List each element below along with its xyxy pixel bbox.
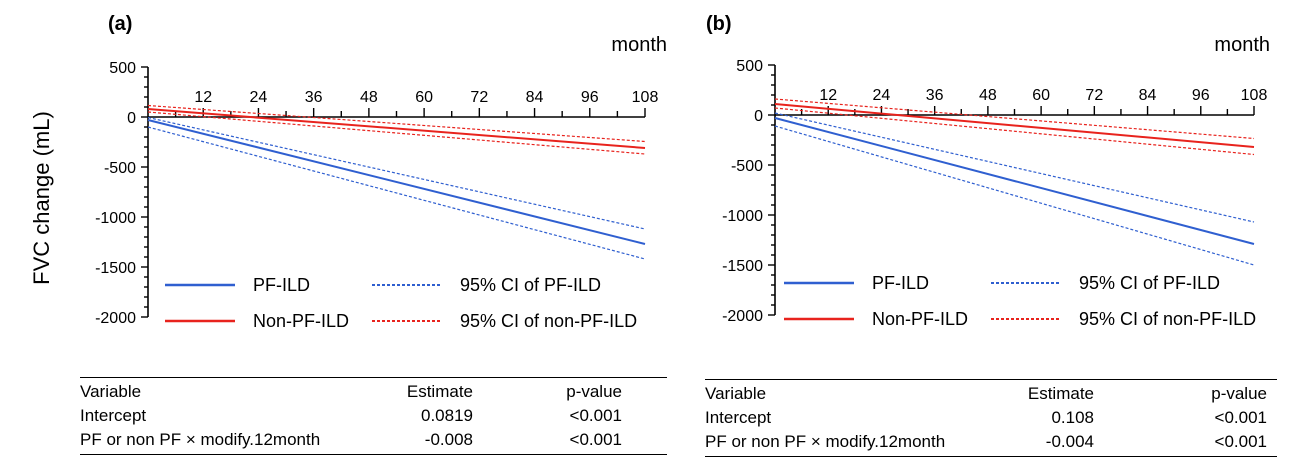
- x-tick-label: 12: [819, 87, 837, 104]
- x-tick-label: 24: [250, 89, 268, 106]
- y-tick-label: -1000: [95, 210, 136, 227]
- x-tick-label: 48: [979, 87, 997, 104]
- x-axis-title: month: [611, 34, 667, 56]
- table-header-row: Variable Estimate p-value: [705, 384, 1277, 408]
- table-top-rule: [705, 379, 1277, 380]
- table-cell: <0.001: [569, 430, 622, 449]
- legend-label-pf: PF-ILD: [253, 275, 310, 295]
- x-tick-label: 48: [360, 89, 378, 106]
- legend-label-nonpf: Non-PF-ILD: [253, 311, 349, 331]
- table-bottom-rule: [705, 456, 1277, 457]
- table-header-cell: p-value: [566, 382, 622, 401]
- panel-label: (b): [706, 13, 732, 35]
- x-tick-label: 72: [470, 89, 488, 106]
- table-cell: PF or non PF × modify.12month: [80, 430, 321, 449]
- x-tick-label: 12: [194, 89, 212, 106]
- y-tick-label: 500: [109, 60, 136, 77]
- x-tick-label: 36: [305, 89, 323, 106]
- y-tick-label: -1500: [95, 260, 136, 277]
- table-header-row: Variable Estimate p-value: [80, 382, 667, 406]
- table-cell: -0.008: [424, 430, 473, 449]
- x-axis-title: month: [1214, 34, 1270, 56]
- x-tick-label: 96: [1192, 87, 1210, 104]
- legend-label-nonpf: Non-PF-ILD: [872, 309, 968, 329]
- legend-label-pf: PF-ILD: [872, 273, 929, 293]
- x-tick-label: 60: [415, 89, 433, 106]
- non-pf-ci-upper-line: [774, 98, 1255, 140]
- y-tick-label: 500: [736, 58, 763, 75]
- pf-ci-upper-line: [774, 112, 1255, 223]
- y-tick-label: -2000: [95, 310, 136, 327]
- y-tick-label: 0: [127, 110, 136, 127]
- table-cell: 0.0819: [421, 406, 473, 425]
- regression-table-a: Variable Estimate p-value Intercept 0.0819 <0…: [80, 377, 667, 455]
- pf-ci-lower-line: [774, 125, 1255, 266]
- y-tick-label: -500: [731, 158, 763, 175]
- table-bottom-rule: [80, 454, 667, 455]
- non-pf-ci-lower-line: [774, 107, 1255, 156]
- y-tick-label: -2000: [722, 308, 763, 325]
- x-tick-label: 84: [1139, 87, 1157, 104]
- table-cell: <0.001: [1214, 408, 1267, 427]
- table-cell: Intercept: [705, 408, 772, 427]
- table-cell: Intercept: [80, 406, 147, 425]
- table-header-cell: Estimate: [1027, 384, 1094, 403]
- table-header-cell: Variable: [80, 382, 142, 401]
- table-row: Intercept 0.0819 <0.001: [80, 406, 667, 430]
- non-pf-line: [147, 108, 646, 149]
- non-pf-line: [774, 103, 1255, 148]
- table-cell: <0.001: [569, 406, 622, 425]
- x-tick-label: 24: [873, 87, 891, 104]
- table-cell: 0.108: [1051, 408, 1094, 427]
- pf-line: [147, 119, 646, 245]
- x-tick-label: 72: [1085, 87, 1103, 104]
- table-row: PF or non PF × modify.12month -0.004 <0.00…: [705, 432, 1277, 456]
- y-tick-label: -1500: [722, 258, 763, 275]
- table-top-rule: [80, 377, 667, 378]
- legend-label-nonpf-ci: 95% CI of non-PF-ILD: [1079, 309, 1256, 329]
- table-row: Intercept 0.108 <0.001: [705, 408, 1277, 432]
- table-header-cell: Estimate: [406, 382, 473, 401]
- legend-label-pf-ci: 95% CI of PF-ILD: [460, 275, 601, 295]
- table-cell: PF or non PF × modify.12month: [705, 432, 946, 451]
- legend-label-nonpf-ci: 95% CI of non-PF-ILD: [460, 311, 637, 331]
- non-pf-ci-lower-line: [147, 111, 646, 155]
- table-header-cell: Variable: [705, 384, 767, 403]
- x-tick-label: 108: [1241, 87, 1268, 104]
- y-tick-label: -1000: [722, 208, 763, 225]
- x-tick-label: 84: [526, 89, 544, 106]
- x-tick-label: 96: [581, 89, 599, 106]
- legend-label-pf-ci: 95% CI of PF-ILD: [1079, 273, 1220, 293]
- table-header-cell: p-value: [1211, 384, 1267, 403]
- table-cell: -0.004: [1045, 432, 1094, 451]
- table-cell: <0.001: [1214, 432, 1267, 451]
- pf-line: [774, 117, 1255, 245]
- non-pf-ci-upper-line: [147, 104, 646, 143]
- table-row: PF or non PF × modify.12month -0.008 <0.00…: [80, 430, 667, 454]
- x-tick-label: 36: [926, 87, 944, 104]
- regression-table-b: Variable Estimate p-value Intercept 0.108 <0.…: [705, 379, 1277, 457]
- x-tick-label: 108: [632, 89, 659, 106]
- y-tick-label: 0: [754, 108, 763, 125]
- pf-ci-lower-line: [147, 126, 646, 260]
- panel-label: (a): [108, 13, 132, 35]
- x-tick-label: 60: [1032, 87, 1050, 104]
- y-tick-label: -500: [104, 160, 136, 177]
